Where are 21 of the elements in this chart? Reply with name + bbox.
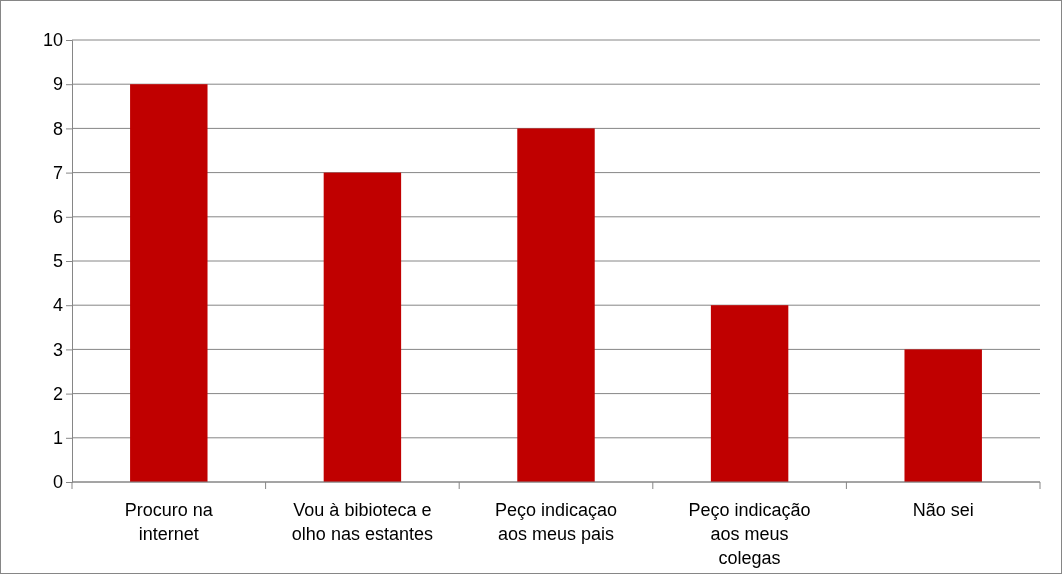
y-tick-label: 3 [52,339,63,360]
bar [710,305,789,482]
bar [323,172,402,482]
x-tick-label: Peço indicação aos meus colegas [688,500,811,568]
bar [130,84,208,482]
y-tick-label: 2 [52,383,63,404]
y-tick-label: 6 [52,207,63,228]
x-tick-label: Vou à bibioteca e olho nas estantes [291,500,433,544]
y-tick-label: 10 [42,30,63,51]
x-tick-label: Procuro na internet [124,500,214,544]
y-tick-label: 5 [52,251,63,272]
y-tick-label: 0 [52,472,63,493]
bar [904,349,982,482]
bar [517,128,595,482]
y-tick-label: 1 [52,428,63,449]
y-tick-label: 8 [52,118,63,139]
y-tick-label: 4 [52,295,63,316]
x-tick-label: Peço indicaçao aos meus pais [494,500,618,544]
y-tick-label: 9 [52,74,63,95]
y-tick-label: 7 [52,162,63,183]
x-tick-label: Não sei [912,500,974,520]
